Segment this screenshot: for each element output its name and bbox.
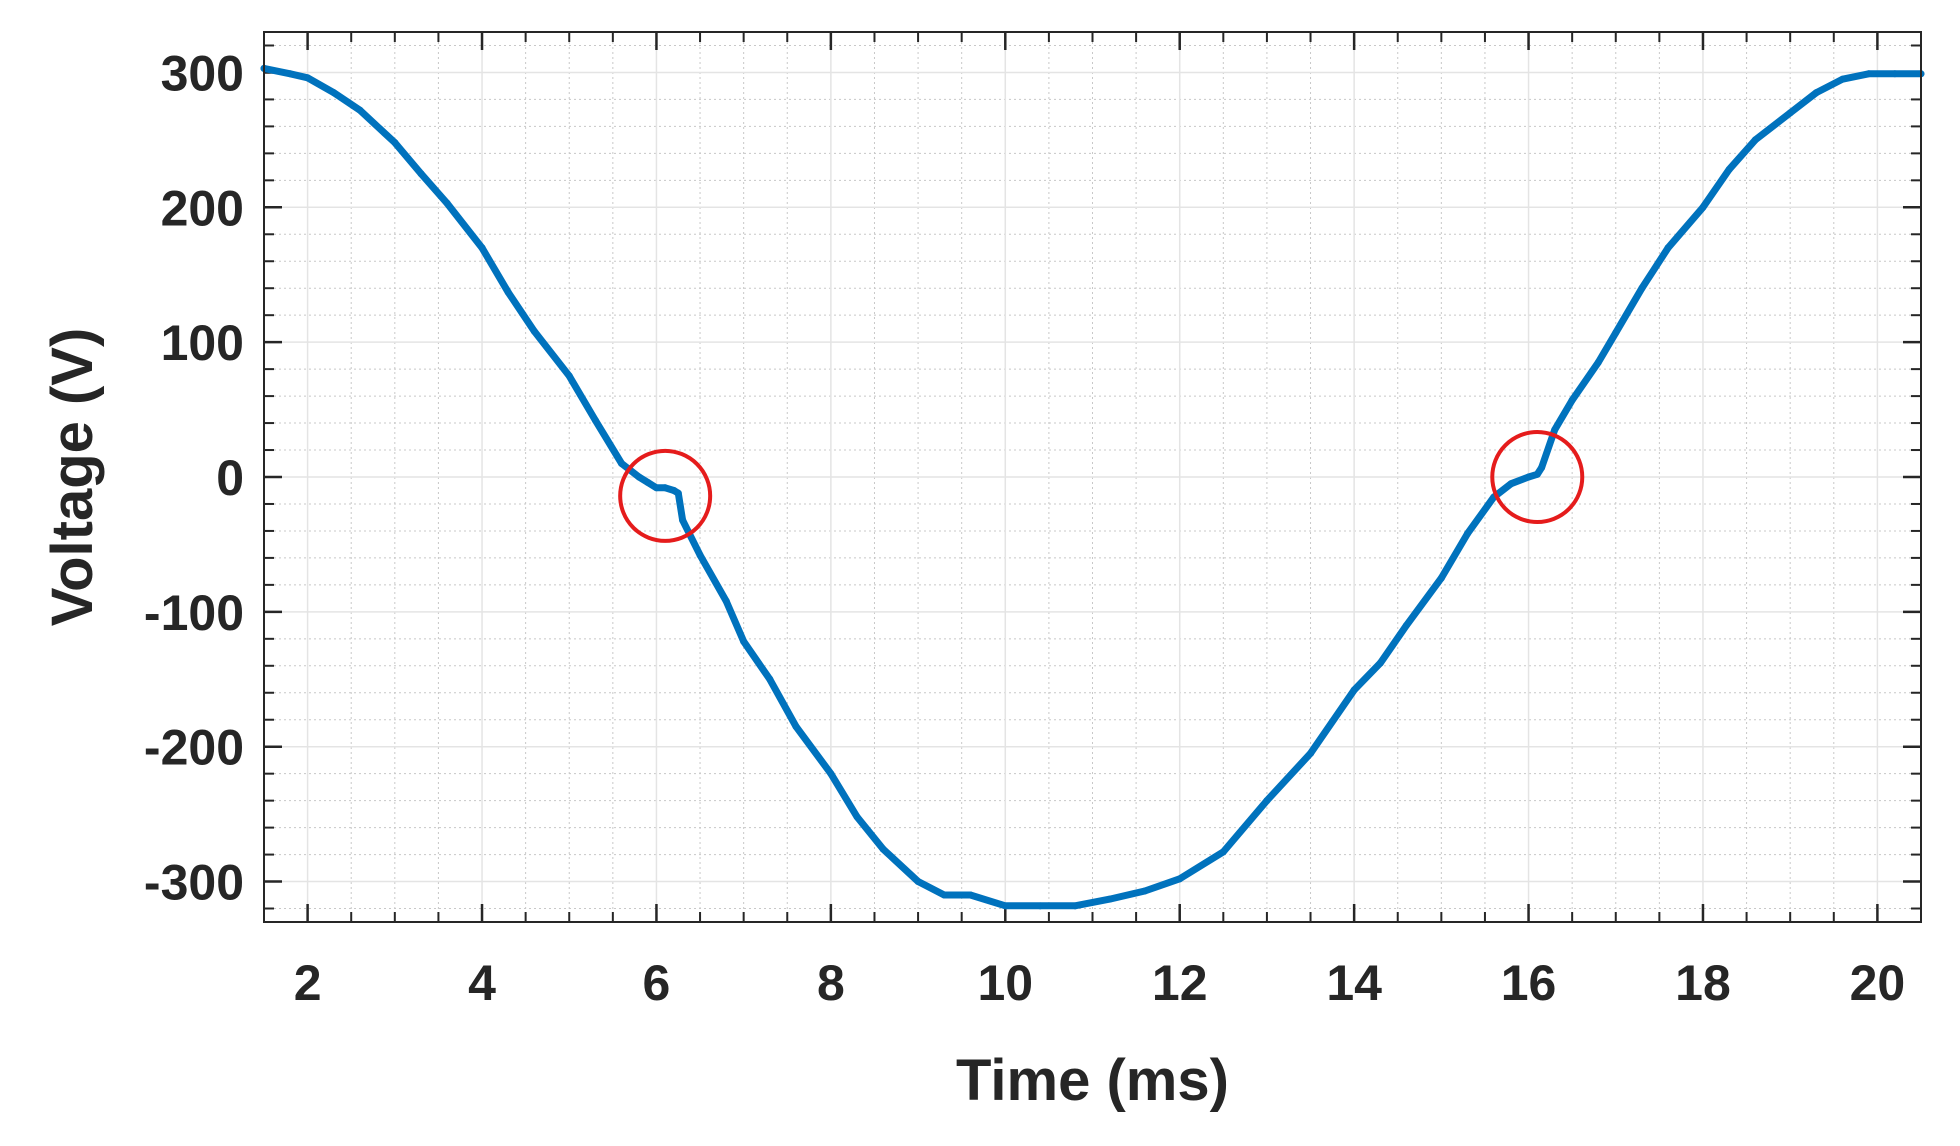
voltage-data-point [530,327,538,335]
voltage-data-point [1350,686,1358,694]
x-tick-label: 2 [294,955,322,1011]
voltage-data-point [1507,480,1515,488]
voltage-data-point [722,597,730,605]
y-axis-title: Voltage (V) [40,328,105,627]
voltage-data-point [1437,574,1445,582]
voltage-data-point [827,770,835,778]
y-tick-label: -200 [144,720,244,776]
voltage-data-point [1263,797,1271,805]
voltage-data-point [853,813,861,821]
voltage-data-point [565,372,573,380]
x-tick-label: 4 [468,955,496,1011]
voltage-data-point [1751,136,1759,144]
y-tick-label: 300 [161,45,244,101]
x-tick-label: 20 [1850,955,1906,1011]
voltage-data-point [635,473,643,481]
voltage-data-point [478,244,486,252]
annotation-circle [1490,430,1585,524]
voltage-data-point [966,891,974,899]
voltage-series-line [260,64,1925,910]
voltage-data-point [1402,621,1410,629]
voltage-data-point [1638,284,1646,292]
voltage-data-point [1538,464,1546,472]
voltage-data-point [504,288,512,296]
voltage-data-point [696,551,704,559]
annotation-circle [618,448,713,543]
voltage-data-point [1001,902,1009,910]
voltage-data-point [661,484,669,492]
annotation-circles [618,430,1585,543]
y-tick-label: 200 [161,180,244,236]
voltage-data-point [1307,749,1315,757]
y-tick-label: 0 [216,450,244,506]
x-tick-label: 6 [643,955,671,1011]
voltage-data-point [740,638,748,646]
x-axis-title: Time (ms) [956,1048,1229,1113]
voltage-data-point [940,891,948,899]
voltage-data-point [1839,75,1847,83]
voltage-data-point [1525,473,1533,481]
tick-labels: 2 4 6 8 10 12 14 16 18 20 300 200 100 0 -100 -200 -300 [144,45,1905,1011]
voltage-data-point [1551,426,1559,434]
voltage-data-point [644,478,652,486]
x-tick-label: 14 [1326,955,1382,1011]
voltage-data-point [1664,244,1672,252]
voltage-data-point [1036,902,1044,910]
voltage-data-point [792,722,800,730]
axis-ticks [263,32,1922,922]
x-tick-label: 18 [1675,955,1731,1011]
voltage-data-point [391,139,399,147]
voltage-data-point [1725,166,1733,174]
voltage-data-point [1594,358,1602,366]
voltage-data-point [652,484,660,492]
y-tick-label: -300 [144,855,244,911]
voltage-data-point [914,878,922,886]
voltage-data-point [618,460,626,468]
voltage-data-point [591,416,599,424]
voltage-data-point [1699,203,1707,211]
voltage-data-point [1219,848,1227,856]
voltage-data-point [766,675,774,683]
voltage-data-point [1568,396,1576,404]
x-tick-label: 8 [817,955,845,1011]
voltage-data-point [330,89,338,97]
voltage-data-point [679,516,687,524]
voltage-data-point [1141,887,1149,895]
voltage-data-point [1533,470,1541,478]
voltage-data-point [286,70,294,78]
voltage-data-point [1176,875,1184,883]
voltage-data-point [1106,895,1114,903]
voltage-data-point [417,170,425,178]
plot-lines [260,64,1925,910]
y-tick-label: -100 [144,585,244,641]
voltage-data-point [443,199,451,207]
x-tick-label: 10 [977,955,1033,1011]
voltage-data-point [1865,70,1873,78]
voltage-data-point [356,106,364,114]
major-grid [264,32,1921,922]
voltage-data-point [1786,109,1794,117]
voltage-data-point [1812,89,1820,97]
voltage-data-point [1376,659,1384,667]
voltage-data-point [1464,530,1472,538]
plot-area-frame [263,31,1922,923]
voltage-data-point [1891,70,1899,78]
x-tick-label: 12 [1152,955,1208,1011]
voltage-data-point [1071,902,1079,910]
voltage-data-point [1612,329,1620,337]
voltage-data-point [879,845,887,853]
y-tick-label: 100 [161,315,244,371]
voltage-data-point [674,489,682,497]
x-tick-label: 16 [1501,955,1557,1011]
voltage-data-point [304,74,312,82]
